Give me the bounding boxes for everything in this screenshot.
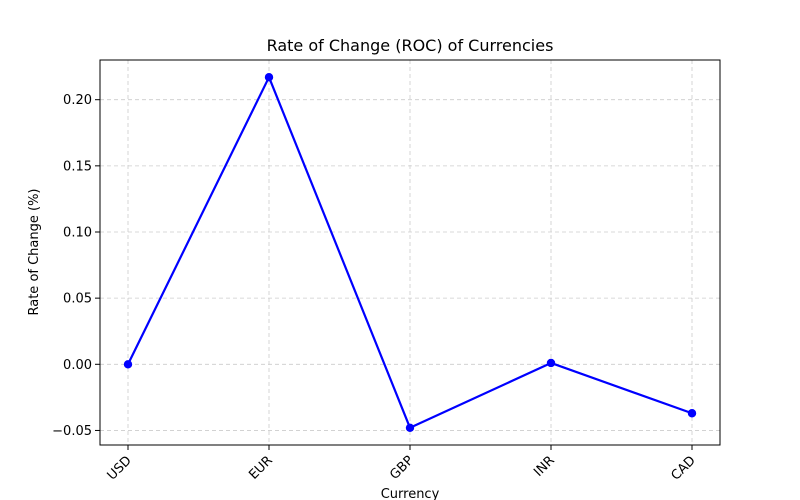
y-tick-label: 0.15 — [63, 159, 92, 174]
x-tick-label: GBP — [387, 453, 417, 483]
data-point-inr — [546, 358, 556, 368]
y-axis-label: Rate of Change (%) — [27, 188, 42, 315]
y-tick-label: 0.10 — [63, 225, 92, 240]
y-axis: −0.05 0.00 0.05 0.10 0.15 0.20 — [52, 93, 100, 439]
x-tick-label: EUR — [246, 453, 276, 483]
y-tick-label: 0.20 — [63, 93, 92, 108]
y-tick-label: 0.05 — [63, 292, 92, 307]
y-tick-label: 0.00 — [63, 358, 92, 373]
x-axis: USD EUR GBP INR CAD — [105, 445, 699, 484]
y-tick-label: −0.05 — [52, 424, 92, 439]
data-point-usd — [123, 360, 133, 369]
chart-title: Rate of Change (ROC) of Currencies — [267, 36, 554, 55]
x-tick-label: CAD — [668, 453, 698, 483]
data-point-gbp — [405, 423, 415, 433]
series-layer — [123, 72, 697, 433]
grid-layer — [100, 60, 720, 445]
data-point-eur — [264, 72, 274, 82]
x-tick-label: USD — [105, 453, 135, 483]
x-tick-label: INR — [531, 453, 558, 480]
x-axis-label: Currency — [381, 487, 440, 500]
data-point-cad — [687, 409, 697, 418]
